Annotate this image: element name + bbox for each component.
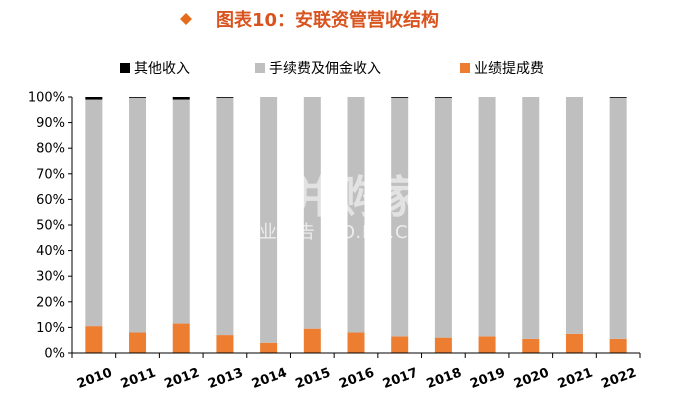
x-axis: 2010 2011 2012 2013 2014 2015 2016 2017 2018 2019…	[71, 352, 641, 392]
bar-2014-series-0	[260, 342, 278, 353]
bar-2018-series-0	[434, 337, 452, 353]
y-tick-label: 30%	[36, 270, 65, 285]
bar-2022-series-1	[609, 97, 627, 339]
x-tick-label: 2013	[206, 365, 245, 391]
bar-2017-series-0	[391, 336, 409, 353]
x-tick-label: 2020	[512, 365, 551, 391]
legend-swatch-2	[460, 63, 470, 73]
y-tick-label: 80%	[36, 142, 65, 157]
x-tick-label: 2010	[75, 365, 114, 391]
y-tick-label: 60%	[36, 193, 65, 208]
bar-2012-series-1	[172, 99, 190, 324]
x-tick-label: 2011	[119, 365, 158, 391]
bar-2022-series-2	[609, 97, 627, 98]
bar-2016-series-1	[347, 97, 365, 333]
bar-2011-series-2	[129, 97, 147, 98]
bar-2015-series-0	[303, 328, 321, 353]
bar-2018-series-2	[434, 97, 452, 98]
y-tick-label: 70%	[36, 167, 65, 182]
x-tick-label: 2017	[381, 365, 420, 391]
bar-2011-series-1	[129, 97, 147, 333]
bar-2019-series-0	[478, 336, 496, 353]
bar-2020-series-1	[522, 97, 540, 339]
y-tick-label: 40%	[36, 244, 65, 259]
title-diamond-icon	[180, 13, 192, 25]
x-tick-label: 2016	[337, 365, 376, 391]
bar-2015-series-1	[303, 97, 321, 329]
watermark-sub: 行业报告 IPO.PO.CN	[240, 222, 423, 243]
legend-label-0: 其他收入	[134, 61, 190, 77]
x-tick-label: 2018	[425, 365, 464, 391]
x-tick-label: 2014	[250, 365, 289, 391]
y-tick-label: 90%	[36, 116, 65, 131]
bar-2018-series-1	[434, 97, 452, 338]
bar-2012-series-2	[172, 97, 190, 100]
legend-swatch-1	[255, 63, 265, 73]
watermark: 并购家 行业报告 IPO.PO.CN	[240, 172, 423, 243]
bar-2010-series-2	[85, 97, 103, 100]
x-tick-label: 2015	[294, 365, 333, 391]
bar-2016-series-0	[347, 332, 365, 353]
chart-title: 图表10：安联资管营收结构	[216, 9, 439, 31]
bar-2010-series-1	[85, 99, 103, 327]
bar-2013-series-0	[216, 335, 234, 353]
bar-2017-series-1	[391, 97, 409, 337]
x-tick-label: 2021	[556, 365, 595, 391]
y-tick-label: 50%	[36, 219, 65, 234]
y-tick-label: 10%	[36, 321, 65, 336]
x-tick-label: 2012	[162, 365, 201, 391]
y-tick-label: 0%	[44, 347, 65, 362]
y-tick-label: 100%	[28, 91, 65, 106]
watermark-main: 并购家	[290, 172, 422, 223]
bar-2011-series-0	[129, 332, 147, 353]
bar-2013-series-1	[216, 97, 234, 336]
bar-2010-series-0	[85, 326, 103, 353]
bar-2020-series-0	[522, 338, 540, 353]
bar-2021-series-0	[565, 333, 583, 353]
bar-2017-series-2	[391, 97, 409, 98]
legend-label-2: 业绩提成费	[474, 61, 544, 77]
bars	[85, 97, 627, 353]
bar-2012-series-0	[172, 323, 190, 353]
bar-2021-series-1	[565, 97, 583, 334]
x-tick-label: 2022	[599, 365, 638, 391]
bar-2014-series-1	[260, 97, 278, 343]
legend-label-1: 手续费及佣金收入	[269, 60, 381, 77]
legend-swatch-0	[120, 63, 130, 73]
bar-2019-series-1	[478, 97, 496, 337]
y-axis: 0% 10% 20% 30% 40% 50% 60% 70% 80% 90% 100%	[28, 91, 73, 362]
legend: 其他收入 手续费及佣金收入 业绩提成费	[120, 60, 544, 77]
bar-2022-series-0	[609, 338, 627, 353]
y-tick-label: 20%	[36, 295, 65, 310]
bar-2013-series-2	[216, 97, 234, 98]
x-tick-label: 2019	[468, 365, 507, 391]
